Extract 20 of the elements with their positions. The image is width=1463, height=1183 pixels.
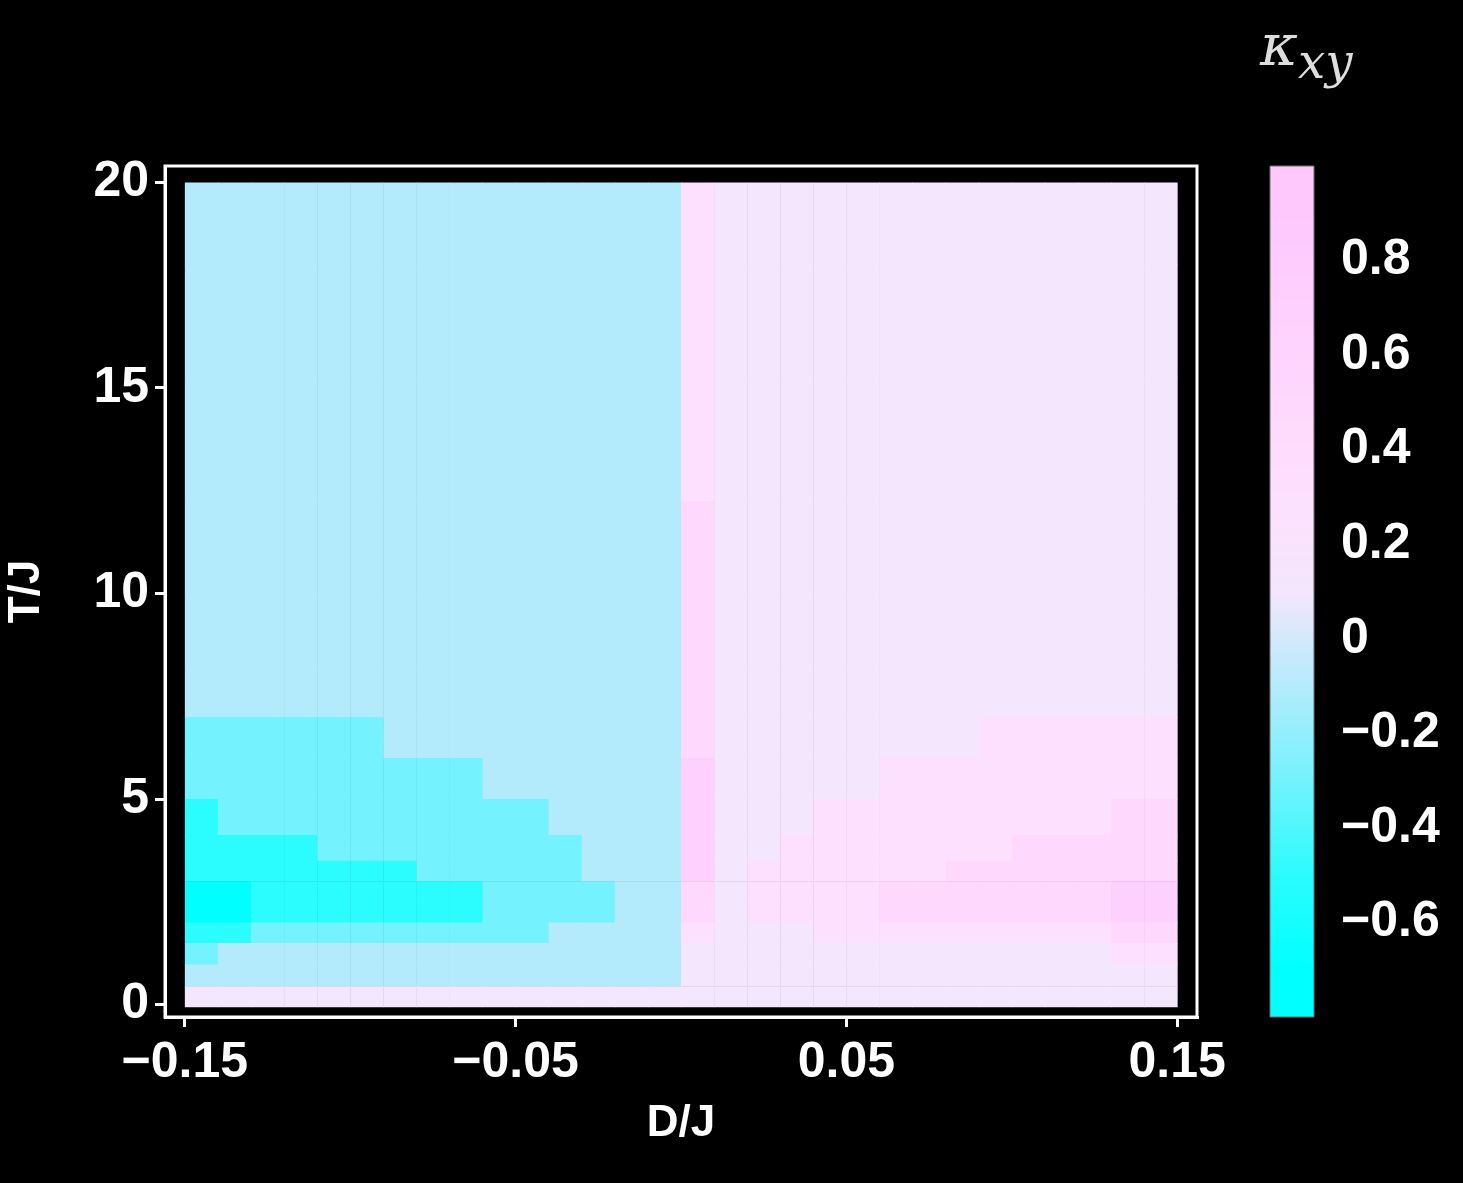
color-bar-label: −0.4 — [1341, 796, 1440, 853]
y-tick-label: 5 — [121, 767, 149, 824]
x-tick-label: 0.05 — [797, 1031, 896, 1088]
color-bar-label: 0.6 — [1341, 323, 1411, 380]
y-tick-label: 10 — [93, 562, 149, 619]
y-tick-label: 0 — [121, 973, 149, 1030]
x-tick-label: −0.15 — [121, 1031, 249, 1088]
color-bar-label: 0.4 — [1341, 418, 1411, 475]
color-bar-title: κ$_{xy}$ — [1260, 10, 1353, 91]
x-axis-title: D/J — [646, 1095, 716, 1145]
color-bar-label: 0.2 — [1341, 513, 1411, 569]
y-tick-label: 20 — [93, 151, 149, 208]
x-tick-label: −0.05 — [452, 1031, 579, 1088]
color-bar-label: 0 — [1341, 607, 1369, 664]
x-tick-label: 0.15 — [1128, 1031, 1226, 1088]
y-tick-label: 15 — [93, 356, 149, 413]
color-bar-label: −0.6 — [1341, 891, 1440, 948]
color-bar-label: −0.2 — [1341, 702, 1440, 759]
y-axis-title: T/J — [0, 559, 48, 624]
color-bar-label: 0.8 — [1341, 229, 1411, 286]
